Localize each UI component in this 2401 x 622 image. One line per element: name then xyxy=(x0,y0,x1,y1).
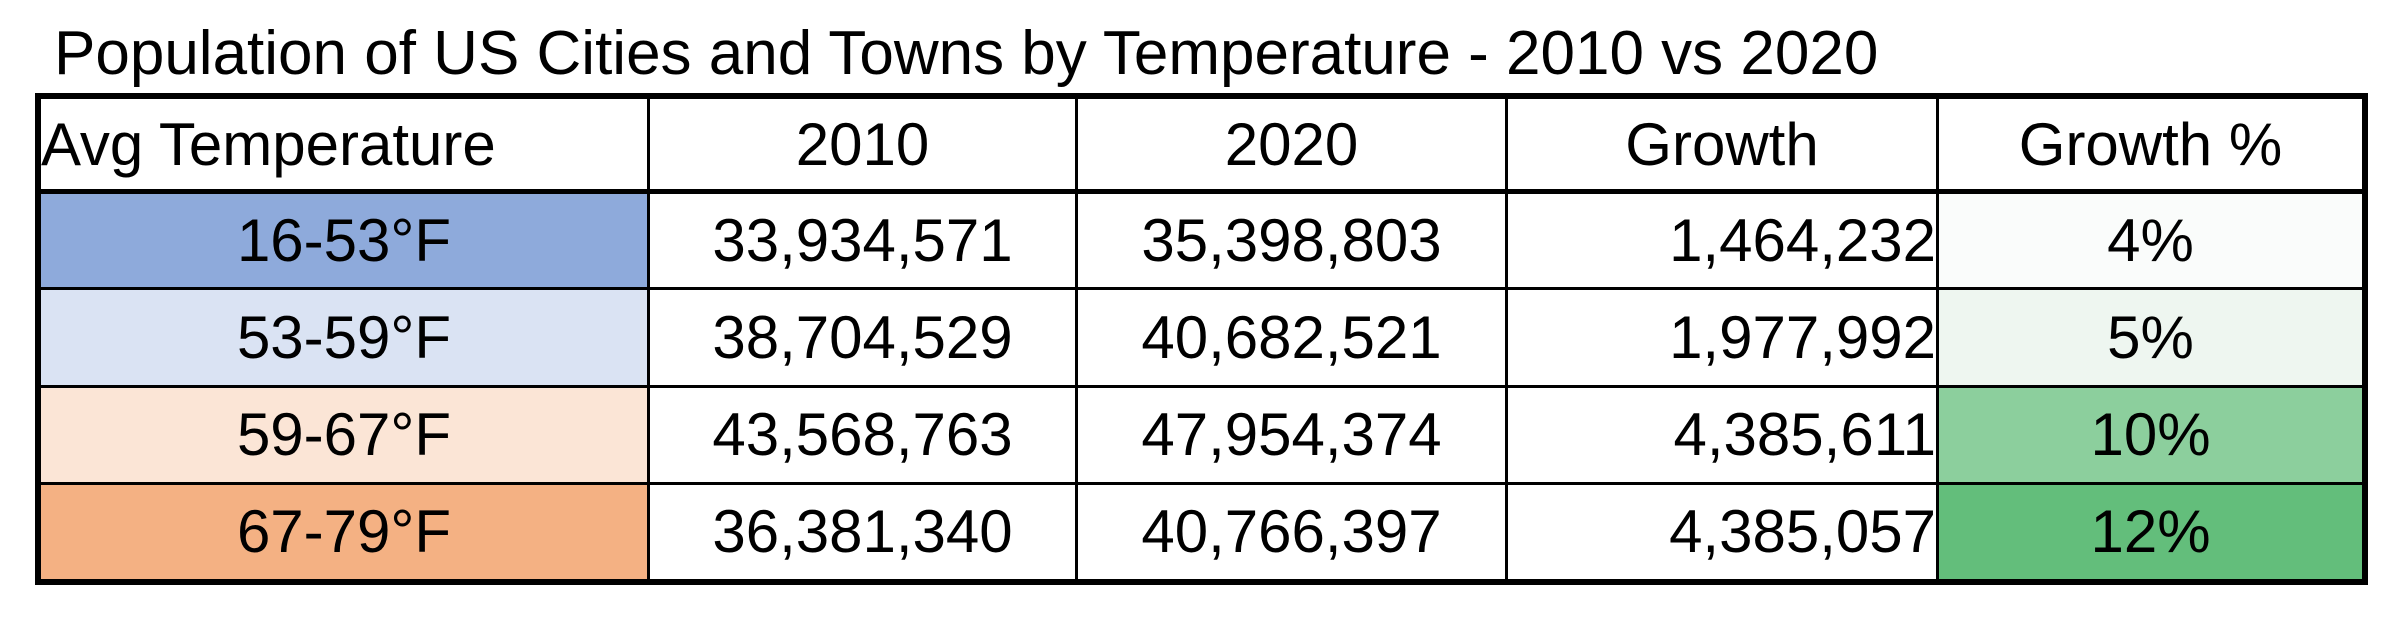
growth-cell: 1,464,232 xyxy=(1505,190,1939,291)
population-2020-cell: 40,766,397 xyxy=(1075,481,1508,583)
population-2010-cell: 43,568,763 xyxy=(647,384,1078,485)
growth-cell: 4,385,057 xyxy=(1505,481,1939,583)
growth-cell: 4,385,611 xyxy=(1505,384,1939,485)
growth-pct-cell: 4% xyxy=(1936,190,2365,291)
population-2010-cell: 33,934,571 xyxy=(647,190,1078,291)
column-header-2010: 2010 xyxy=(647,95,1078,195)
table-row: 53-59°F 38,704,529 40,682,521 1,977,992 … xyxy=(38,287,2365,388)
growth-pct-cell: 10% xyxy=(1936,384,2365,485)
population-2010-cell: 36,381,340 xyxy=(647,481,1078,583)
temperature-band-cell: 59-67°F xyxy=(38,384,650,485)
temperature-band-cell: 67-79°F xyxy=(38,481,650,583)
header-row: Avg Temperature 2010 2020 Growth Growth … xyxy=(38,95,2365,195)
column-header-growth-pct: Growth % xyxy=(1936,95,2365,195)
population-2020-cell: 47,954,374 xyxy=(1075,384,1508,485)
column-header-avg-temperature: Avg Temperature xyxy=(38,95,650,195)
population-2010-cell: 38,704,529 xyxy=(647,287,1078,388)
temperature-band-cell: 16-53°F xyxy=(38,190,650,291)
column-header-2020: 2020 xyxy=(1075,95,1508,195)
growth-pct-cell: 5% xyxy=(1936,287,2365,388)
growth-pct-cell: 12% xyxy=(1936,481,2365,583)
population-2020-cell: 40,682,521 xyxy=(1075,287,1508,388)
population-2020-cell: 35,398,803 xyxy=(1075,190,1508,291)
column-header-growth: Growth xyxy=(1505,95,1939,195)
population-table: Avg Temperature 2010 2020 Growth Growth … xyxy=(35,93,2368,585)
chart-title: Population of US Cities and Towns by Tem… xyxy=(54,19,1879,88)
temperature-band-cell: 53-59°F xyxy=(38,287,650,388)
table-row: 59-67°F 43,568,763 47,954,374 4,385,611 … xyxy=(38,384,2365,485)
growth-cell: 1,977,992 xyxy=(1505,287,1939,388)
table-row: 67-79°F 36,381,340 40,766,397 4,385,057 … xyxy=(38,481,2365,583)
table-row: 16-53°F 33,934,571 35,398,803 1,464,232 … xyxy=(38,190,2365,291)
